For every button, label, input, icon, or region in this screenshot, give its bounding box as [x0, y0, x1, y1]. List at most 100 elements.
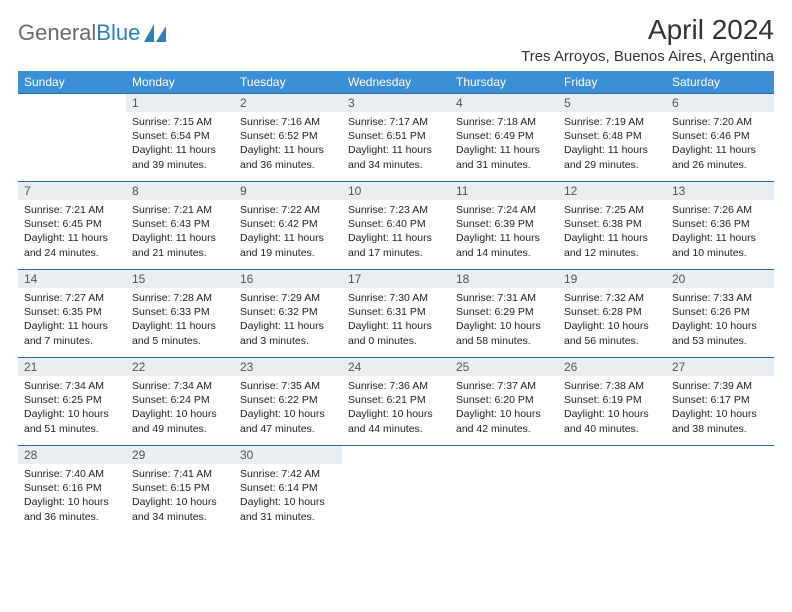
calendar-cell: 24Sunrise: 7:36 AMSunset: 6:21 PMDayligh… — [342, 358, 450, 446]
daylight-text: Daylight: 10 hours and 56 minutes. — [564, 319, 660, 347]
day-number: 15 — [126, 270, 234, 288]
weekday-header: Tuesday — [234, 71, 342, 94]
calendar-cell: 16Sunrise: 7:29 AMSunset: 6:32 PMDayligh… — [234, 270, 342, 358]
sunset-text: Sunset: 6:19 PM — [564, 393, 660, 407]
day-number: 7 — [18, 182, 126, 200]
day-number: 29 — [126, 446, 234, 464]
sunset-text: Sunset: 6:21 PM — [348, 393, 444, 407]
day-details: Sunrise: 7:15 AMSunset: 6:54 PMDaylight:… — [126, 112, 234, 176]
sunset-text: Sunset: 6:42 PM — [240, 217, 336, 231]
day-details: Sunrise: 7:27 AMSunset: 6:35 PMDaylight:… — [18, 288, 126, 352]
day-number: 4 — [450, 94, 558, 112]
sunset-text: Sunset: 6:22 PM — [240, 393, 336, 407]
day-details: Sunrise: 7:16 AMSunset: 6:52 PMDaylight:… — [234, 112, 342, 176]
daylight-text: Daylight: 11 hours and 12 minutes. — [564, 231, 660, 259]
daylight-text: Daylight: 10 hours and 58 minutes. — [456, 319, 552, 347]
calendar-cell: 25Sunrise: 7:37 AMSunset: 6:20 PMDayligh… — [450, 358, 558, 446]
calendar-cell: 14Sunrise: 7:27 AMSunset: 6:35 PMDayligh… — [18, 270, 126, 358]
daylight-text: Daylight: 11 hours and 10 minutes. — [672, 231, 768, 259]
sunset-text: Sunset: 6:51 PM — [348, 129, 444, 143]
day-number: 18 — [450, 270, 558, 288]
daylight-text: Daylight: 11 hours and 36 minutes. — [240, 143, 336, 171]
sunset-text: Sunset: 6:39 PM — [456, 217, 552, 231]
calendar-row: 21Sunrise: 7:34 AMSunset: 6:25 PMDayligh… — [18, 358, 774, 446]
sunset-text: Sunset: 6:31 PM — [348, 305, 444, 319]
calendar-cell: 28Sunrise: 7:40 AMSunset: 6:16 PMDayligh… — [18, 446, 126, 534]
sunset-text: Sunset: 6:32 PM — [240, 305, 336, 319]
daylight-text: Daylight: 10 hours and 38 minutes. — [672, 407, 768, 435]
daylight-text: Daylight: 11 hours and 31 minutes. — [456, 143, 552, 171]
calendar-cell: 12Sunrise: 7:25 AMSunset: 6:38 PMDayligh… — [558, 182, 666, 270]
calendar-cell — [342, 446, 450, 534]
calendar-cell: 10Sunrise: 7:23 AMSunset: 6:40 PMDayligh… — [342, 182, 450, 270]
daylight-text: Daylight: 10 hours and 36 minutes. — [24, 495, 120, 523]
day-number: 9 — [234, 182, 342, 200]
calendar-cell: 20Sunrise: 7:33 AMSunset: 6:26 PMDayligh… — [666, 270, 774, 358]
daylight-text: Daylight: 11 hours and 21 minutes. — [132, 231, 228, 259]
sunrise-text: Sunrise: 7:24 AM — [456, 203, 552, 217]
calendar-cell: 1Sunrise: 7:15 AMSunset: 6:54 PMDaylight… — [126, 94, 234, 182]
sunrise-text: Sunrise: 7:37 AM — [456, 379, 552, 393]
daylight-text: Daylight: 10 hours and 51 minutes. — [24, 407, 120, 435]
calendar-cell — [558, 446, 666, 534]
calendar-cell: 2Sunrise: 7:16 AMSunset: 6:52 PMDaylight… — [234, 94, 342, 182]
day-details: Sunrise: 7:34 AMSunset: 6:24 PMDaylight:… — [126, 376, 234, 440]
sunset-text: Sunset: 6:28 PM — [564, 305, 660, 319]
sunrise-text: Sunrise: 7:15 AM — [132, 115, 228, 129]
calendar-cell: 13Sunrise: 7:26 AMSunset: 6:36 PMDayligh… — [666, 182, 774, 270]
weekday-header: Wednesday — [342, 71, 450, 94]
sunrise-text: Sunrise: 7:35 AM — [240, 379, 336, 393]
day-details: Sunrise: 7:21 AMSunset: 6:45 PMDaylight:… — [18, 200, 126, 264]
sunset-text: Sunset: 6:20 PM — [456, 393, 552, 407]
sunset-text: Sunset: 6:35 PM — [24, 305, 120, 319]
day-number: 10 — [342, 182, 450, 200]
header: GeneralBlue April 2024 Tres Arroyos, Bue… — [18, 14, 774, 65]
daylight-text: Daylight: 11 hours and 34 minutes. — [348, 143, 444, 171]
sunset-text: Sunset: 6:16 PM — [24, 481, 120, 495]
daylight-text: Daylight: 11 hours and 29 minutes. — [564, 143, 660, 171]
day-number: 21 — [18, 358, 126, 376]
day-number: 11 — [450, 182, 558, 200]
sunrise-text: Sunrise: 7:41 AM — [132, 467, 228, 481]
weekday-header: Thursday — [450, 71, 558, 94]
sunrise-text: Sunrise: 7:36 AM — [348, 379, 444, 393]
calendar-cell: 8Sunrise: 7:21 AMSunset: 6:43 PMDaylight… — [126, 182, 234, 270]
day-details: Sunrise: 7:18 AMSunset: 6:49 PMDaylight:… — [450, 112, 558, 176]
daylight-text: Daylight: 11 hours and 39 minutes. — [132, 143, 228, 171]
daylight-text: Daylight: 11 hours and 5 minutes. — [132, 319, 228, 347]
sunrise-text: Sunrise: 7:30 AM — [348, 291, 444, 305]
day-details: Sunrise: 7:39 AMSunset: 6:17 PMDaylight:… — [666, 376, 774, 440]
calendar-cell: 7Sunrise: 7:21 AMSunset: 6:45 PMDaylight… — [18, 182, 126, 270]
day-number — [558, 446, 666, 464]
day-details: Sunrise: 7:37 AMSunset: 6:20 PMDaylight:… — [450, 376, 558, 440]
sunrise-text: Sunrise: 7:21 AM — [132, 203, 228, 217]
day-details: Sunrise: 7:22 AMSunset: 6:42 PMDaylight:… — [234, 200, 342, 264]
logo-text-a: General — [18, 20, 96, 46]
day-number: 12 — [558, 182, 666, 200]
calendar-cell: 23Sunrise: 7:35 AMSunset: 6:22 PMDayligh… — [234, 358, 342, 446]
calendar-cell: 4Sunrise: 7:18 AMSunset: 6:49 PMDaylight… — [450, 94, 558, 182]
day-details: Sunrise: 7:36 AMSunset: 6:21 PMDaylight:… — [342, 376, 450, 440]
day-number: 1 — [126, 94, 234, 112]
sunrise-text: Sunrise: 7:23 AM — [348, 203, 444, 217]
day-number — [342, 446, 450, 464]
sunrise-text: Sunrise: 7:25 AM — [564, 203, 660, 217]
day-details: Sunrise: 7:17 AMSunset: 6:51 PMDaylight:… — [342, 112, 450, 176]
sunrise-text: Sunrise: 7:38 AM — [564, 379, 660, 393]
day-number — [18, 94, 126, 112]
daylight-text: Daylight: 11 hours and 0 minutes. — [348, 319, 444, 347]
calendar-row: 1Sunrise: 7:15 AMSunset: 6:54 PMDaylight… — [18, 94, 774, 182]
sunset-text: Sunset: 6:48 PM — [564, 129, 660, 143]
day-details: Sunrise: 7:32 AMSunset: 6:28 PMDaylight:… — [558, 288, 666, 352]
day-number: 6 — [666, 94, 774, 112]
month-title: April 2024 — [521, 14, 774, 46]
daylight-text: Daylight: 10 hours and 34 minutes. — [132, 495, 228, 523]
calendar-cell: 22Sunrise: 7:34 AMSunset: 6:24 PMDayligh… — [126, 358, 234, 446]
sunrise-text: Sunrise: 7:39 AM — [672, 379, 768, 393]
sunrise-text: Sunrise: 7:17 AM — [348, 115, 444, 129]
sunrise-text: Sunrise: 7:34 AM — [132, 379, 228, 393]
sunset-text: Sunset: 6:49 PM — [456, 129, 552, 143]
day-number: 20 — [666, 270, 774, 288]
sunset-text: Sunset: 6:15 PM — [132, 481, 228, 495]
calendar-row: 14Sunrise: 7:27 AMSunset: 6:35 PMDayligh… — [18, 270, 774, 358]
